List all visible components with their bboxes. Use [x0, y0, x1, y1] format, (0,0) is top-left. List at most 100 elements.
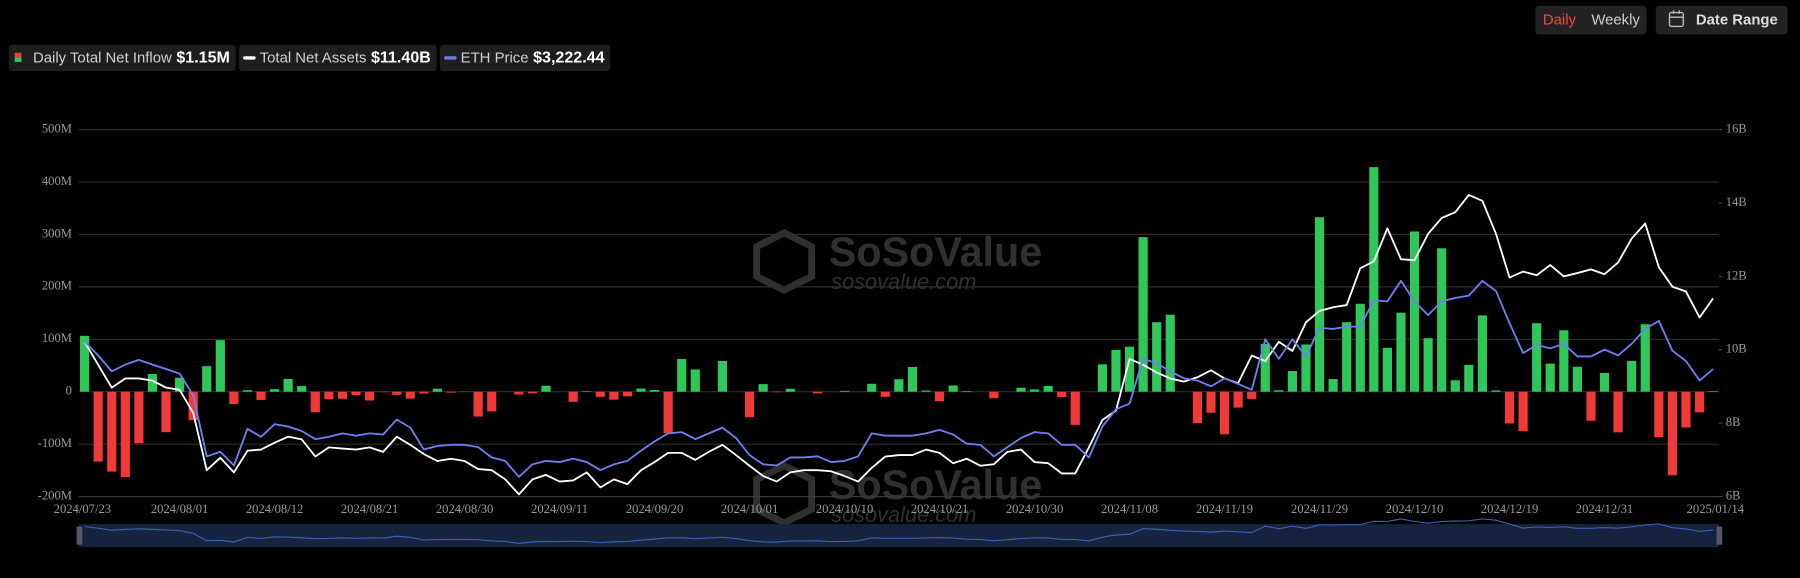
navigator[interactable] — [78, 524, 1719, 548]
legend-item: Daily Total Net Inflow $1.15M — [8, 44, 236, 72]
daily-button[interactable]: Daily — [1543, 13, 1577, 29]
y2-tick-label: 16B — [1726, 121, 1747, 135]
date-range-label[interactable]: Date Range — [1696, 13, 1778, 29]
bar — [527, 391, 538, 394]
bar — [161, 391, 171, 433]
bar — [1599, 372, 1610, 392]
bar — [365, 391, 375, 401]
x-tick-label: 2025/01/14 — [1687, 502, 1745, 516]
x-tick-label: 2024/12/10 — [1386, 502, 1443, 516]
watermark: SoSoValue sosovalue.com — [753, 461, 1042, 527]
watermark: SoSoValue sosovalue.com — [753, 228, 1042, 294]
y-tick-label: 500M — [42, 121, 72, 135]
x-tick-label: 2024/10/10 — [816, 502, 873, 516]
bar — [1206, 391, 1216, 413]
bar — [256, 391, 266, 400]
x-tick-label: 2024/07/23 — [54, 502, 111, 516]
y2-tick-label: 10B — [1726, 342, 1747, 356]
bar — [595, 391, 605, 397]
bar — [744, 391, 755, 418]
x-tick-label: 2024/11/19 — [1196, 502, 1253, 516]
bar — [229, 391, 239, 405]
bar — [392, 391, 402, 395]
bar — [622, 391, 633, 397]
bar — [1437, 248, 1447, 392]
bar — [134, 391, 144, 444]
bar — [1654, 391, 1664, 438]
x-tick-label: 2024/08/01 — [151, 502, 208, 516]
bar — [907, 366, 918, 392]
bar — [636, 388, 646, 392]
bar — [1450, 380, 1460, 392]
bar — [758, 384, 768, 392]
legend-value: $11.40B — [371, 49, 431, 67]
bar — [473, 391, 483, 417]
bar — [894, 379, 904, 392]
bar — [1287, 371, 1297, 392]
navigator-line — [84, 518, 1714, 545]
bar — [717, 360, 728, 392]
bar — [1274, 390, 1284, 392]
y-tick-label: 200M — [42, 279, 72, 293]
bar — [1559, 330, 1569, 392]
bar — [582, 391, 592, 392]
bar — [839, 390, 850, 392]
bar — [1342, 322, 1352, 392]
bar — [1165, 314, 1175, 392]
watermark-brand: SoSoValue — [829, 229, 1042, 275]
bar — [1260, 343, 1270, 392]
bar — [310, 391, 320, 413]
bar — [1016, 387, 1026, 392]
bar — [867, 383, 877, 392]
y2-tick-label: 6B — [1726, 488, 1741, 502]
bar — [1694, 391, 1705, 413]
legend-icon — [14, 52, 22, 58]
bar — [446, 391, 456, 393]
bar — [1247, 391, 1257, 399]
weekly-button[interactable]: Weekly — [1591, 13, 1640, 29]
bar — [270, 389, 280, 392]
bar — [1423, 338, 1433, 392]
bar — [962, 391, 972, 392]
bar — [1124, 346, 1135, 392]
bar — [812, 391, 823, 394]
x-tick-label: 2024/11/08 — [1101, 502, 1158, 516]
bar — [1057, 391, 1067, 398]
bar — [120, 391, 130, 478]
bar — [1152, 322, 1162, 392]
date-range-button[interactable] — [1655, 5, 1788, 35]
bar — [1097, 364, 1108, 392]
bar — [1138, 237, 1148, 392]
bar — [663, 391, 673, 434]
navigator-handle[interactable] — [1716, 526, 1723, 545]
bar — [1314, 217, 1325, 392]
x-tick-label: 2024/11/29 — [1291, 502, 1348, 516]
bar — [1029, 389, 1040, 392]
bar — [785, 388, 795, 392]
bar — [283, 378, 293, 392]
legend-value: $1.15M — [176, 49, 230, 67]
y-tick-label: -100M — [38, 436, 72, 450]
y-tick-label: 400M — [42, 174, 72, 188]
bar — [1382, 347, 1392, 392]
bar — [1518, 391, 1528, 432]
bar — [1477, 315, 1487, 392]
bar — [351, 391, 361, 396]
bar — [1328, 379, 1338, 392]
bar — [147, 374, 158, 392]
bar — [1532, 323, 1542, 392]
bar — [609, 391, 619, 400]
y-tick-label: 0 — [66, 384, 72, 398]
bar — [568, 391, 578, 402]
navigator-handle[interactable] — [76, 526, 83, 545]
legend-box — [239, 44, 437, 72]
bar — [215, 340, 225, 392]
x-tick-label: 2024/09/11 — [531, 502, 588, 516]
bar — [1681, 391, 1691, 428]
bar — [297, 386, 307, 392]
bar — [880, 391, 890, 397]
watermark-brand: SoSoValue — [829, 462, 1042, 508]
x-tick-label: 2024/12/19 — [1481, 502, 1538, 516]
